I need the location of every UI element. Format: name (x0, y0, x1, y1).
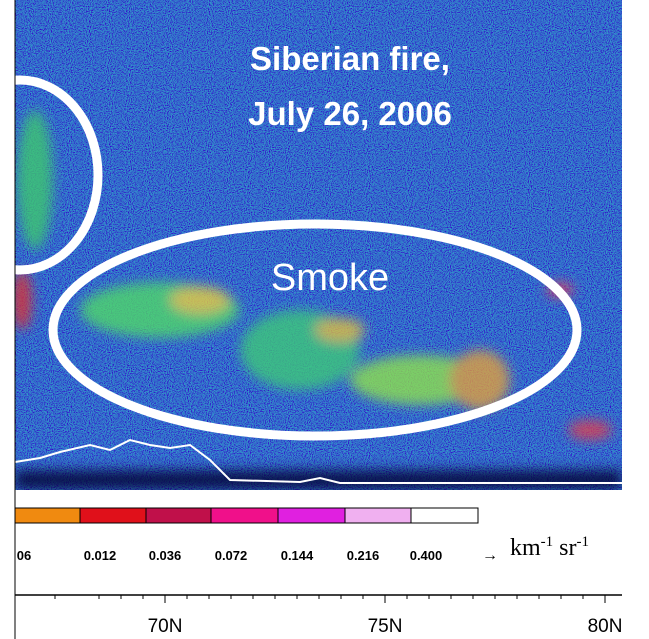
x-axis: 70N 75N 80N (15, 594, 623, 637)
colorbar-label: 0.144 (281, 548, 314, 563)
unit-part: -1 (577, 534, 590, 550)
x-tick-label: 80N (588, 616, 623, 637)
colorbar-arrow: → (482, 547, 498, 564)
x-tick-label: 75N (368, 616, 403, 637)
colorbar-label: 0.012 (84, 548, 117, 563)
colorbar-label: 0.400 (410, 548, 443, 563)
title-line: July 26, 2006 (248, 95, 452, 132)
unit-part: km (510, 535, 541, 561)
swatch (14, 507, 81, 524)
unit-part: -1 (541, 534, 554, 550)
swatch (344, 507, 412, 524)
colorbar-label: 06 (17, 548, 31, 563)
lidar-image: Siberian fire, July 26, 2006 Smoke (15, 0, 622, 490)
smoke-label: Smoke (271, 257, 389, 299)
colorbar-label: 0.216 (347, 548, 380, 563)
colorbar-label: 0.036 (149, 548, 182, 563)
swatch (277, 507, 346, 524)
colorbar-label: 0.072 (215, 548, 248, 563)
swatch (145, 507, 212, 524)
swatch (210, 507, 279, 524)
tick-marks (54, 595, 606, 603)
unit: km-1 sr-1 (510, 534, 589, 561)
x-tick-label: 70N (148, 616, 183, 637)
colorbar: 06 0.012 0.036 0.072 0.144 0.216 0.400 →… (14, 507, 589, 564)
title-line: Siberian fire, (250, 40, 450, 77)
unit-part: sr (553, 535, 576, 561)
swatch (410, 507, 479, 524)
swatch (79, 507, 147, 524)
